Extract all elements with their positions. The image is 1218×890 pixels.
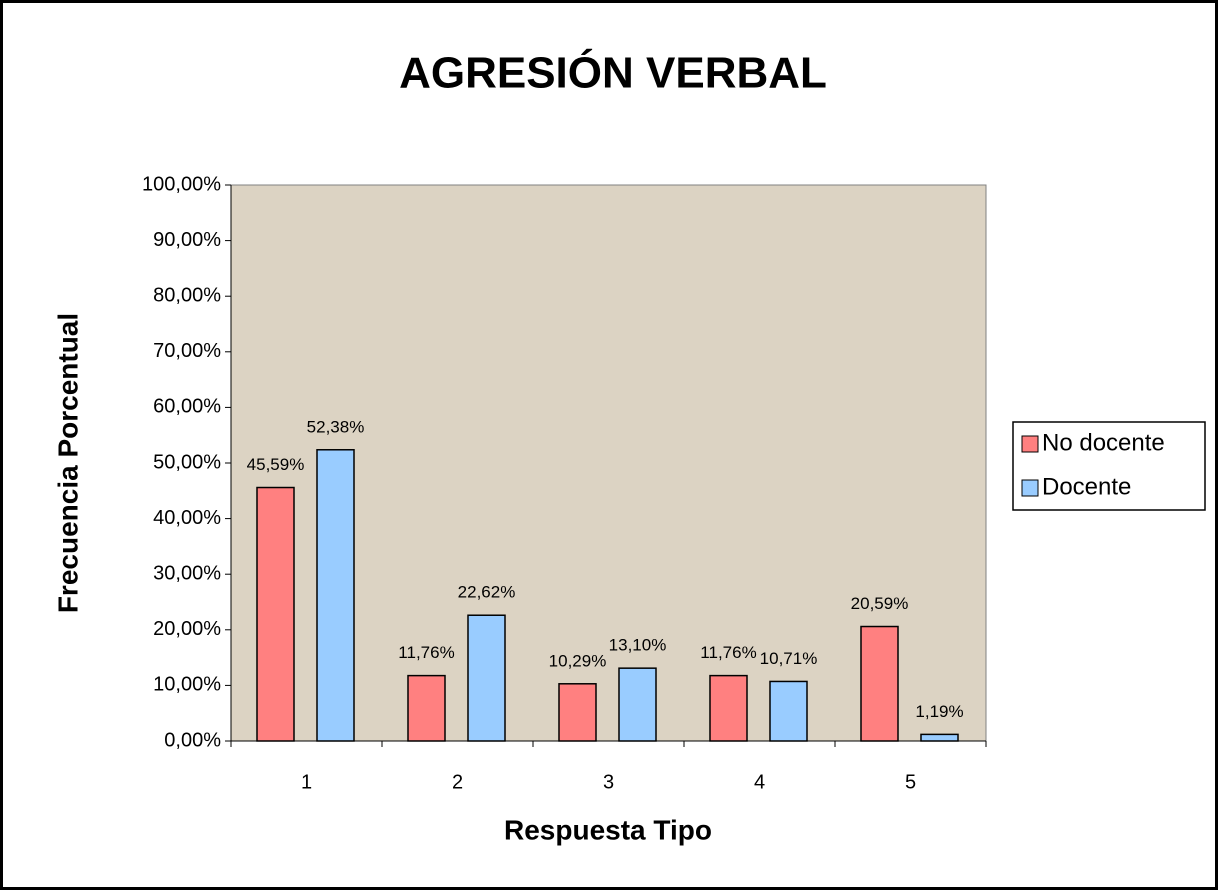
plot-area — [230, 184, 987, 742]
legend-swatch — [1021, 479, 1039, 497]
x-tick-label: 5 — [905, 771, 916, 793]
legend-label: Docente — [1042, 473, 1131, 500]
y-axis-label: Frecuencia Porcentual — [52, 313, 83, 613]
bar — [256, 486, 295, 742]
bar — [860, 625, 899, 742]
y-tick-label: 70,00% — [153, 340, 221, 362]
value-label: 52,38% — [307, 417, 365, 436]
y-tick-label: 90,00% — [153, 229, 221, 251]
y-tick-label: 80,00% — [153, 284, 221, 306]
legend-swatch — [1021, 435, 1039, 453]
value-label: 1,19% — [915, 702, 963, 721]
y-tick-label: 20,00% — [153, 618, 221, 640]
legend-label: No docente — [1042, 429, 1165, 456]
value-label: 11,76% — [398, 643, 454, 662]
x-tick-label: 4 — [754, 771, 765, 793]
value-label: 22,62% — [458, 583, 516, 602]
value-label: 45,59% — [247, 455, 305, 474]
value-label: 20,59% — [851, 594, 909, 613]
y-tick-label: 50,00% — [153, 451, 221, 473]
y-tick-label: 40,00% — [153, 507, 221, 529]
y-tick-label: 0,00% — [164, 729, 221, 751]
value-label: 10,29% — [549, 651, 607, 670]
value-label: 11,76% — [700, 643, 756, 662]
x-tick-label: 2 — [452, 771, 463, 793]
value-label: 10,71% — [760, 649, 818, 668]
y-tick-label: 10,00% — [153, 674, 221, 696]
x-tick-label: 1 — [301, 771, 312, 793]
bar — [618, 667, 657, 742]
bar — [467, 614, 506, 742]
y-tick-label: 100,00% — [142, 173, 221, 195]
bar — [920, 733, 959, 742]
bar — [316, 449, 355, 742]
x-tick-label: 3 — [603, 771, 614, 793]
bar — [407, 674, 446, 742]
y-tick-label: 60,00% — [153, 396, 221, 418]
x-axis-label: Respuesta Tipo — [504, 814, 712, 845]
y-tick-label: 30,00% — [153, 562, 221, 584]
bar — [709, 674, 748, 742]
value-label: 13,10% — [609, 636, 667, 655]
bar — [769, 680, 808, 742]
chart-title: AGRESIÓN VERBAL — [399, 48, 827, 98]
legend — [1012, 421, 1206, 511]
bar — [558, 683, 597, 742]
